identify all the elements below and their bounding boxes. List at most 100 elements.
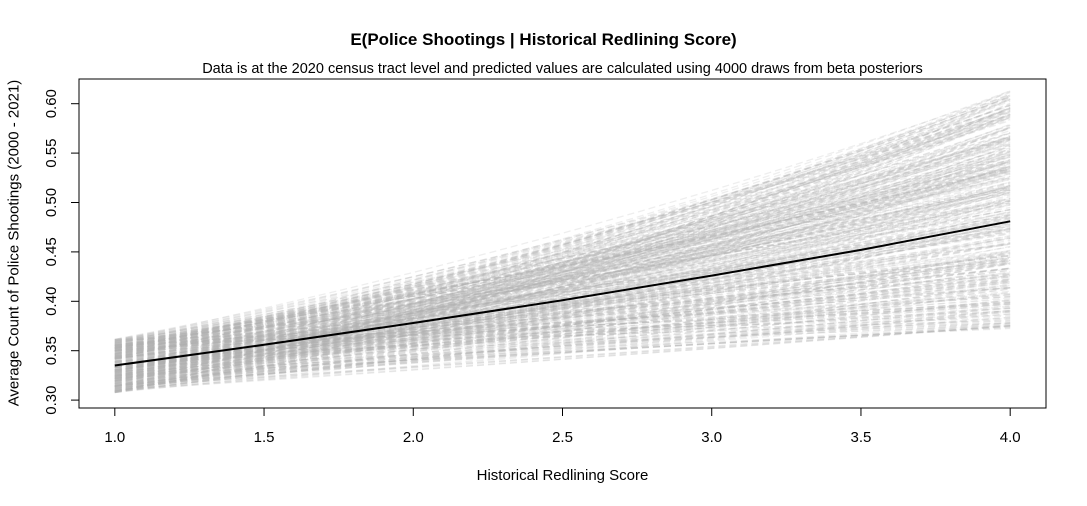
- draw-line: [114, 201, 1011, 367]
- draw-line: [114, 251, 1011, 388]
- draw-line: [114, 200, 1011, 392]
- draw-line: [114, 299, 1011, 387]
- draw-line: [114, 132, 1011, 385]
- draw-line: [114, 194, 1011, 389]
- draw-line: [114, 129, 1011, 350]
- draw-line: [114, 216, 1011, 391]
- draw-line: [114, 280, 1011, 387]
- draw-line: [114, 281, 1011, 375]
- draw-line: [114, 94, 1011, 373]
- draw-line: [114, 282, 1011, 363]
- draw-line: [114, 263, 1011, 363]
- draw-line: [114, 326, 1011, 377]
- draw-line: [114, 160, 1011, 343]
- draw-line: [114, 168, 1011, 387]
- draw-line: [114, 168, 1011, 367]
- draw-line: [114, 175, 1011, 368]
- draw-line: [114, 189, 1011, 381]
- draw-line: [114, 259, 1011, 366]
- draw-line: [114, 279, 1011, 375]
- draw-line: [114, 292, 1011, 389]
- draw-line: [114, 257, 1011, 362]
- draw-line: [114, 126, 1011, 372]
- draw-line: [114, 262, 1011, 367]
- draw-line: [114, 217, 1011, 374]
- draw-line: [114, 167, 1011, 348]
- draw-line: [114, 311, 1011, 355]
- draw-line: [114, 137, 1011, 377]
- chart-title: E(Police Shootings | Historical Redlinin…: [350, 30, 737, 49]
- draw-line: [114, 246, 1011, 373]
- draw-line: [114, 326, 1011, 374]
- draw-line: [114, 98, 1011, 387]
- draw-line: [114, 139, 1011, 352]
- draw-line: [114, 189, 1011, 371]
- x-tick-label: 1.0: [104, 429, 125, 446]
- draw-line: [114, 268, 1011, 352]
- draw-line: [114, 223, 1011, 372]
- draw-line: [114, 284, 1011, 390]
- draw-line: [114, 164, 1011, 353]
- draw-line: [114, 117, 1011, 385]
- draw-line: [114, 258, 1011, 369]
- draw-line: [114, 100, 1011, 373]
- draw-line: [114, 262, 1011, 390]
- draw-line: [114, 313, 1011, 382]
- draw-line: [114, 215, 1011, 383]
- draw-line: [114, 235, 1011, 371]
- draw-line: [114, 198, 1011, 353]
- draw-line: [114, 210, 1011, 392]
- y-tick-label: 0.55: [43, 138, 60, 167]
- x-tick-label: 1.5: [254, 429, 275, 446]
- draw-line: [114, 316, 1011, 376]
- draw-line: [114, 208, 1011, 356]
- draw-line: [114, 184, 1011, 384]
- draw-line: [114, 155, 1011, 349]
- draw-line: [114, 135, 1011, 384]
- draw-line: [114, 296, 1011, 349]
- draw-line: [114, 195, 1011, 393]
- draw-line: [114, 217, 1011, 367]
- draw-line: [114, 288, 1011, 394]
- draw-line: [114, 279, 1011, 373]
- draw-line: [114, 310, 1011, 347]
- draw-line: [114, 301, 1011, 351]
- draw-line: [114, 103, 1011, 385]
- draw-line: [114, 288, 1011, 385]
- draw-line: [114, 153, 1011, 343]
- draw-line: [114, 299, 1011, 386]
- draw-line: [114, 114, 1011, 359]
- draw-line: [114, 108, 1011, 376]
- draw-line: [114, 306, 1011, 384]
- x-axis-label: Historical Redlining Score: [476, 467, 649, 484]
- draw-line: [114, 232, 1011, 344]
- draw-line: [114, 177, 1011, 368]
- draw-line: [114, 91, 1011, 342]
- draw-line: [114, 183, 1011, 371]
- draw-line: [114, 303, 1011, 366]
- draw-line: [114, 211, 1011, 370]
- draw-line: [114, 230, 1011, 371]
- draw-line: [114, 249, 1011, 388]
- draw-line: [114, 303, 1011, 341]
- draw-line: [114, 318, 1011, 372]
- draw-line: [114, 186, 1011, 351]
- draw-line: [114, 191, 1011, 352]
- draw-line: [114, 203, 1011, 344]
- draw-line: [114, 214, 1011, 368]
- draw-line: [114, 90, 1011, 352]
- draw-line: [114, 113, 1011, 375]
- draw-line: [114, 96, 1011, 356]
- draw-line: [114, 228, 1011, 374]
- draw-line: [114, 278, 1011, 362]
- draw-line: [114, 104, 1011, 355]
- draw-line: [114, 132, 1011, 377]
- draw-line: [114, 99, 1011, 387]
- draw-line: [114, 242, 1011, 376]
- draw-line: [114, 159, 1011, 350]
- draw-line: [114, 243, 1011, 374]
- draw-line: [114, 227, 1011, 360]
- draw-line: [114, 184, 1011, 380]
- draw-line: [114, 228, 1011, 371]
